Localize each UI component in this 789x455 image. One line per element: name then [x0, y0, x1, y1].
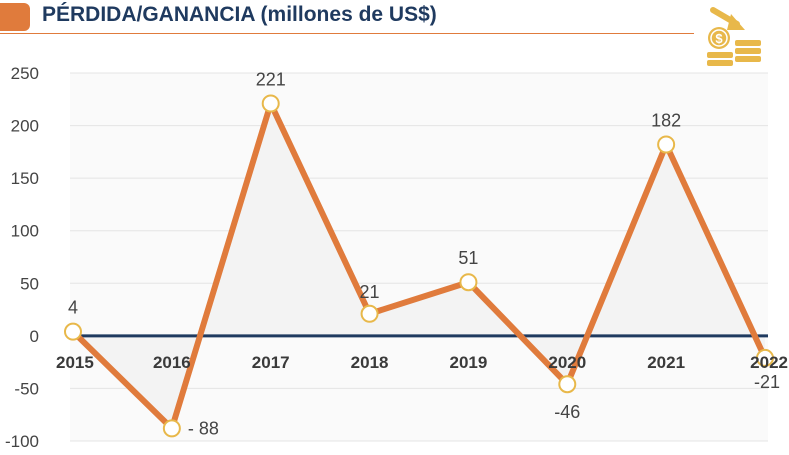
data-point: [459, 273, 478, 292]
x-tick-label: 2019: [450, 353, 488, 372]
y-tick-label: 100: [11, 222, 39, 241]
x-tick-label: 2018: [351, 353, 389, 372]
data-point: [162, 419, 181, 438]
chart-title: PÉRDIDA/GANANCIA (millones de US$): [42, 3, 437, 26]
data-label: 51: [458, 248, 478, 268]
data-point: [558, 375, 577, 394]
data-label: 182: [651, 110, 681, 130]
title-accent-tab: [0, 3, 30, 31]
y-tick-label: 0: [30, 327, 39, 346]
series-line: [70, 100, 768, 432]
y-tick-label: 250: [11, 64, 39, 83]
y-tick-label: -50: [14, 379, 39, 398]
data-point: [261, 94, 280, 113]
x-tick-label: 2022: [750, 353, 788, 372]
data-point: [64, 322, 82, 341]
x-tick-label: 2016: [153, 353, 191, 372]
data-label: - 88: [188, 418, 219, 438]
data-label: 21: [360, 282, 380, 302]
data-point: [756, 348, 774, 367]
x-tick-label: 2021: [647, 353, 685, 372]
x-tick-label: 2017: [252, 353, 290, 372]
y-tick-label: 200: [11, 117, 39, 136]
title-underline: [0, 33, 694, 34]
x-tick-label: 2020: [548, 353, 586, 372]
data-label: 221: [256, 69, 286, 89]
data-label: -21: [754, 372, 780, 392]
data-point: [360, 304, 379, 323]
data-point: [657, 135, 676, 154]
y-tick-label: 50: [20, 274, 39, 293]
svg-text:$: $: [715, 31, 723, 46]
title-bar: PÉRDIDA/GANANCIA (millones de US$): [0, 0, 700, 36]
x-tick-label: 2015: [56, 353, 94, 372]
y-tick-label: 150: [11, 169, 39, 188]
y-tick-label: -100: [5, 432, 39, 451]
data-label: 4: [68, 298, 78, 318]
data-label: -46: [554, 402, 580, 422]
coin-stack-down-arrow-icon: $: [707, 7, 761, 66]
